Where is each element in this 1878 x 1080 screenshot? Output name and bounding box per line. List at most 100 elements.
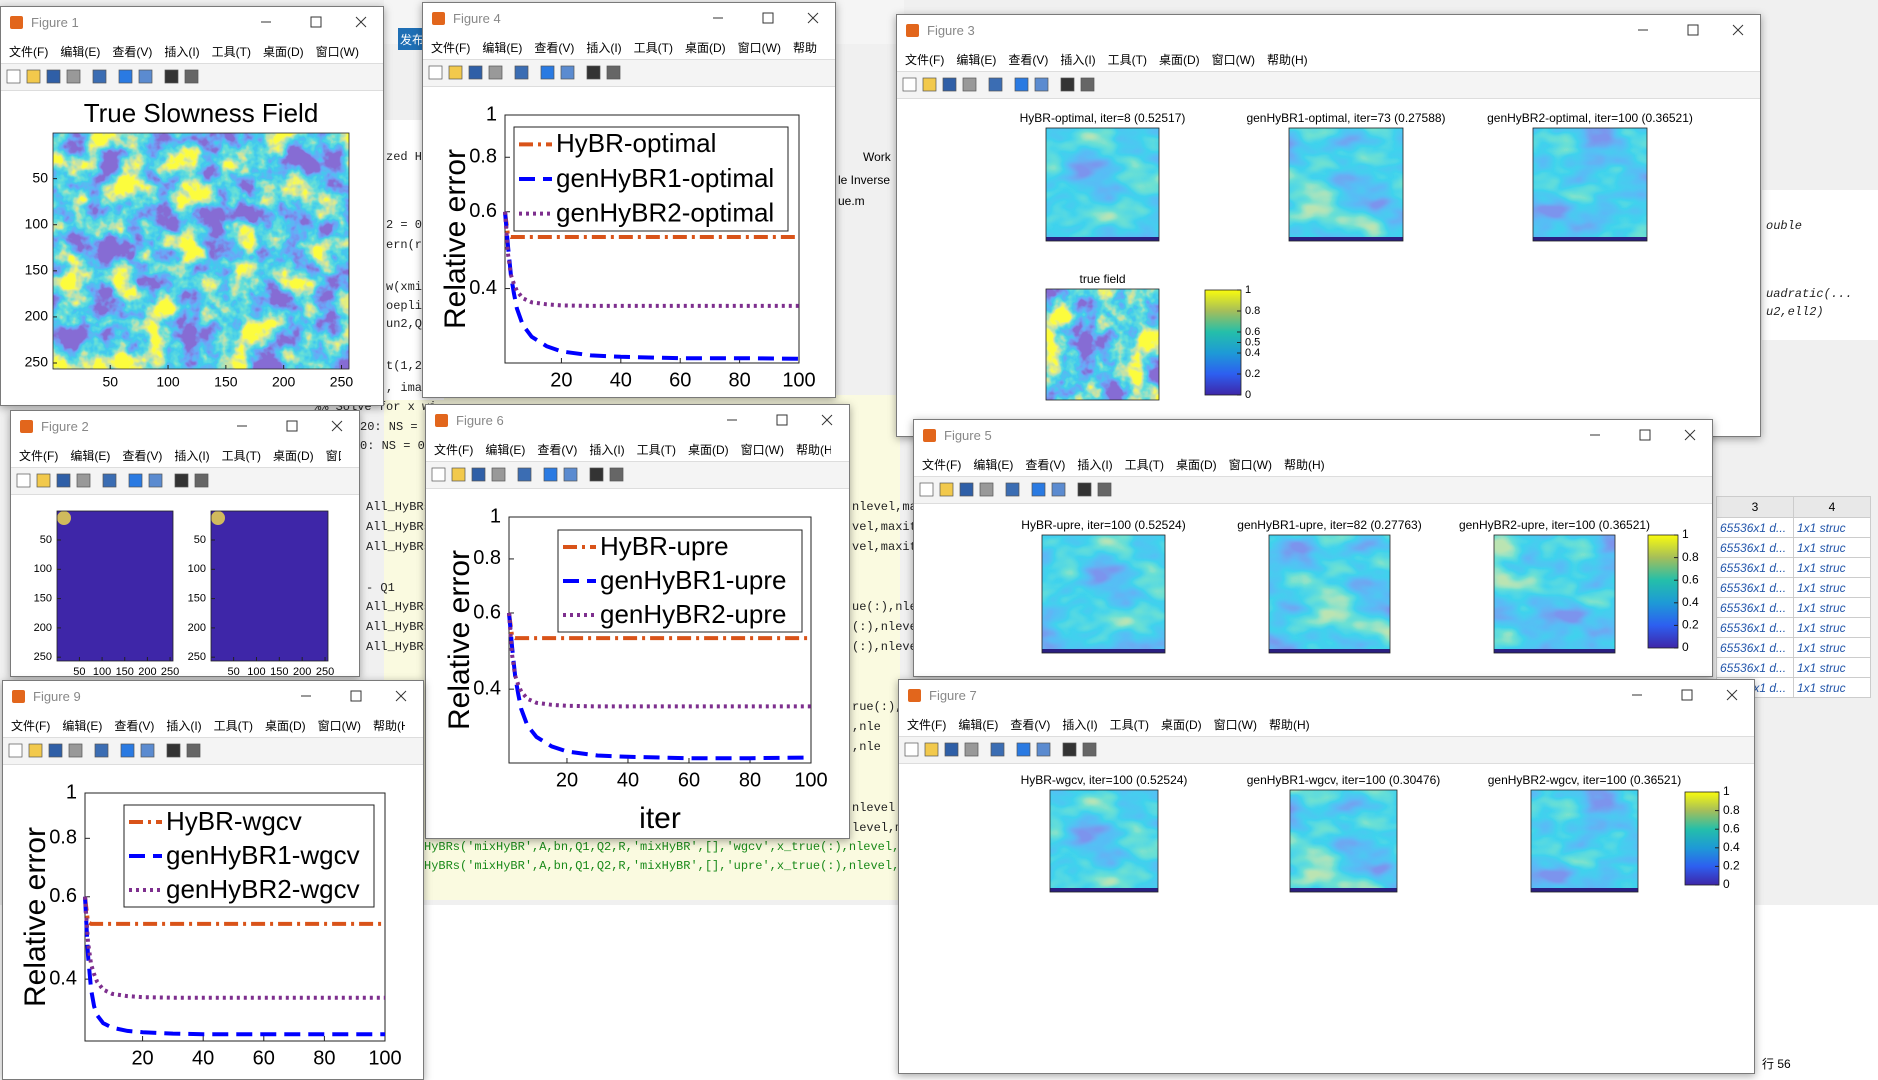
toolbar-button[interactable] xyxy=(517,467,532,482)
menu-item[interactable]: 桌面(D) xyxy=(272,449,314,463)
menu-item[interactable]: 插入(I) xyxy=(1077,458,1113,472)
menu-item[interactable]: 工具(T) xyxy=(1124,458,1164,472)
menu-item[interactable]: 编辑(E) xyxy=(973,458,1014,472)
menu-item[interactable]: 编辑(E) xyxy=(482,41,523,55)
publish-button[interactable]: 发布 xyxy=(398,28,428,50)
menu-item[interactable]: 插入(I) xyxy=(1060,53,1096,67)
toolbar-button[interactable] xyxy=(1034,77,1049,92)
toolbar-button[interactable] xyxy=(514,65,529,80)
menu-item[interactable]: 文件(F) xyxy=(11,719,51,733)
toolbar-button[interactable] xyxy=(26,69,41,84)
menu-item[interactable]: 查看(V) xyxy=(1010,718,1051,732)
menu-item[interactable]: 帮助(H) xyxy=(372,719,405,733)
toolbar-button[interactable] xyxy=(1077,482,1092,497)
menu-item[interactable]: 工具(T) xyxy=(211,45,251,59)
menu-item[interactable]: 查看(V) xyxy=(534,41,575,55)
toolbar-button[interactable] xyxy=(904,742,919,757)
toolbar-button[interactable] xyxy=(540,65,555,80)
menu-item[interactable]: 工具(T) xyxy=(213,719,253,733)
menu-item[interactable]: 插入(I) xyxy=(174,449,210,463)
menu-item[interactable]: 桌面(D) xyxy=(687,443,729,457)
menu-item[interactable]: 窗口(W) xyxy=(1228,458,1272,472)
toolbar-button[interactable] xyxy=(186,743,201,758)
toolbar-button[interactable] xyxy=(184,69,199,84)
menu-item[interactable]: 窗口(W) xyxy=(740,443,784,457)
menu-item[interactable]: 查看(V) xyxy=(122,449,163,463)
menu-item[interactable]: 工具(T) xyxy=(636,443,676,457)
menu-item[interactable]: 文件(F) xyxy=(922,458,962,472)
toolbar-button[interactable] xyxy=(66,69,81,84)
toolbar-button[interactable] xyxy=(1031,482,1046,497)
toolbar-button[interactable] xyxy=(448,65,463,80)
menu-item[interactable]: 插入(I) xyxy=(164,45,200,59)
toolbar-button[interactable] xyxy=(6,69,21,84)
toolbar-button[interactable] xyxy=(174,473,189,488)
toolbar-button[interactable] xyxy=(164,69,179,84)
toolbar-button[interactable] xyxy=(148,473,163,488)
menu-item[interactable]: 插入(I) xyxy=(1062,718,1098,732)
toolbar-button[interactable] xyxy=(16,473,31,488)
menu-item[interactable]: 查看(V) xyxy=(537,443,578,457)
toolbar-button[interactable] xyxy=(586,65,601,80)
menu-item[interactable]: 帮助(H) xyxy=(1266,53,1308,67)
menu-item[interactable]: 查看(V) xyxy=(114,719,155,733)
menu-item[interactable]: 编辑(E) xyxy=(958,718,999,732)
toolbar-button[interactable] xyxy=(491,467,506,482)
menu-item[interactable]: 桌面(D) xyxy=(262,45,304,59)
menu-item[interactable]: 窗口(W) xyxy=(325,449,341,463)
toolbar-button[interactable] xyxy=(1051,482,1066,497)
menu-item[interactable]: 窗口(W) xyxy=(317,719,361,733)
toolbar-button[interactable] xyxy=(94,743,109,758)
menu-item[interactable]: 工具(T) xyxy=(1107,53,1147,67)
menu-item[interactable]: 文件(F) xyxy=(19,449,59,463)
toolbar-button[interactable] xyxy=(488,65,503,80)
menu-item[interactable]: 编辑(E) xyxy=(60,45,101,59)
menu-item[interactable]: 桌面(D) xyxy=(684,41,726,55)
toolbar-button[interactable] xyxy=(589,467,604,482)
toolbar-button[interactable] xyxy=(194,473,209,488)
toolbar-button[interactable] xyxy=(46,69,61,84)
menu-item[interactable]: 文件(F) xyxy=(9,45,49,59)
menu-item[interactable]: 帮助(H) xyxy=(1283,458,1325,472)
toolbar-button[interactable] xyxy=(964,742,979,757)
menu-item[interactable]: 文件(F) xyxy=(434,443,474,457)
menu-item[interactable]: 查看(V) xyxy=(1008,53,1049,67)
toolbar-button[interactable] xyxy=(471,467,486,482)
toolbar-button[interactable] xyxy=(560,65,575,80)
toolbar-button[interactable] xyxy=(140,743,155,758)
toolbar-button[interactable] xyxy=(606,65,621,80)
menu-item[interactable]: 插入(I) xyxy=(586,41,622,55)
menu-item[interactable]: 窗口(W) xyxy=(1213,718,1257,732)
toolbar-button[interactable] xyxy=(609,467,624,482)
toolbar-button[interactable] xyxy=(138,69,153,84)
toolbar-button[interactable] xyxy=(924,742,939,757)
toolbar-button[interactable] xyxy=(1005,482,1020,497)
toolbar-button[interactable] xyxy=(28,743,43,758)
toolbar-button[interactable] xyxy=(431,467,446,482)
toolbar-button[interactable] xyxy=(92,69,107,84)
toolbar-button[interactable] xyxy=(428,65,443,80)
toolbar-button[interactable] xyxy=(939,482,954,497)
toolbar-button[interactable] xyxy=(1036,742,1051,757)
menu-item[interactable]: 窗口(W) xyxy=(1211,53,1255,67)
toolbar-button[interactable] xyxy=(563,467,578,482)
toolbar-button[interactable] xyxy=(1014,77,1029,92)
menu-item[interactable]: 桌面(D) xyxy=(1160,718,1202,732)
menu-item[interactable]: 插入(I) xyxy=(589,443,625,457)
menu-item[interactable]: 插入(I) xyxy=(166,719,202,733)
menu-item[interactable]: 工具(T) xyxy=(221,449,261,463)
toolbar-button[interactable] xyxy=(48,743,63,758)
menu-item[interactable]: 帮助(H) xyxy=(792,41,817,55)
toolbar-button[interactable] xyxy=(543,467,558,482)
toolbar-button[interactable] xyxy=(468,65,483,80)
toolbar-button[interactable] xyxy=(451,467,466,482)
menu-item[interactable]: 文件(F) xyxy=(907,718,947,732)
menu-item[interactable]: 帮助(H) xyxy=(795,443,831,457)
menu-item[interactable]: 文件(F) xyxy=(905,53,945,67)
toolbar-button[interactable] xyxy=(102,473,117,488)
toolbar-button[interactable] xyxy=(1082,742,1097,757)
toolbar-button[interactable] xyxy=(1062,742,1077,757)
toolbar-button[interactable] xyxy=(68,743,83,758)
menu-item[interactable]: 文件(F) xyxy=(431,41,471,55)
toolbar-button[interactable] xyxy=(166,743,181,758)
